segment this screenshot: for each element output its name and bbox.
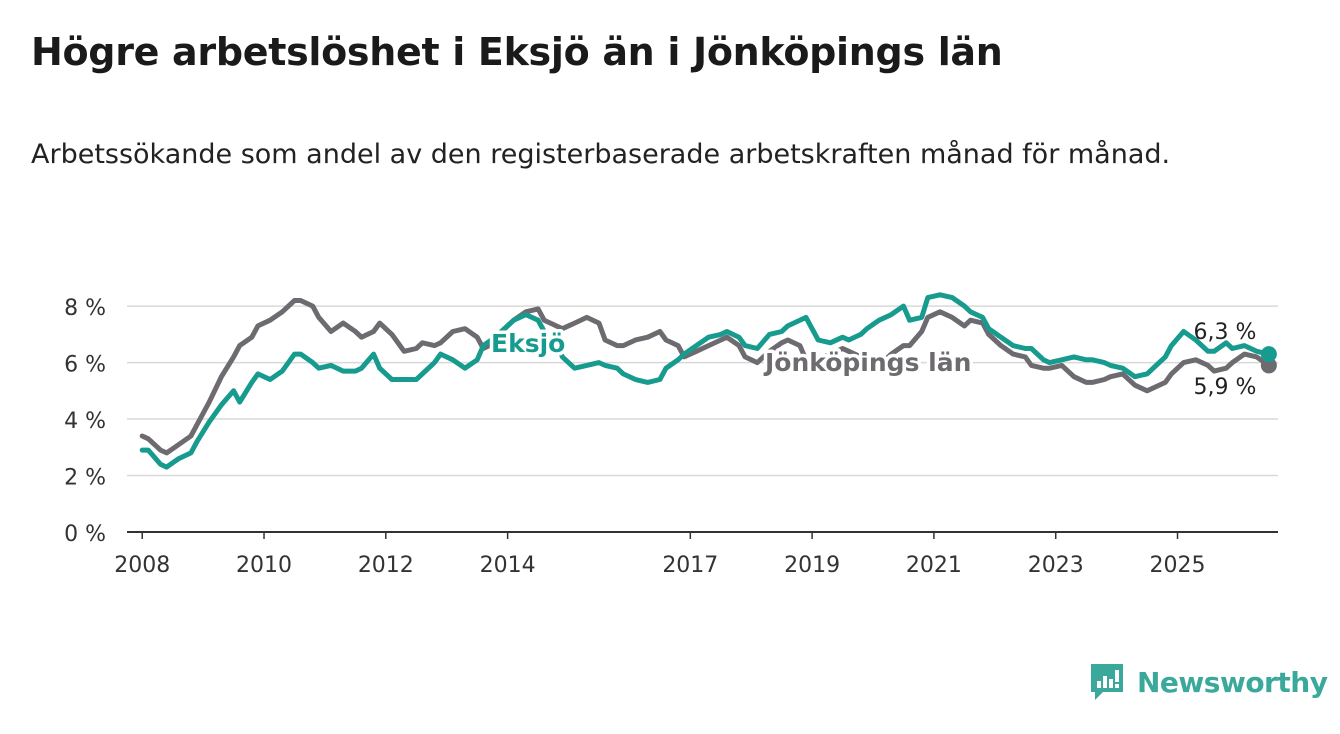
x-tick-label: 2017 <box>662 553 718 578</box>
y-tick-label: 8 % <box>64 296 106 321</box>
x-tick-label: 2008 <box>114 553 170 578</box>
x-tick-label: 2021 <box>906 553 962 578</box>
newsworthy-logo: Newsworthy <box>1089 660 1328 704</box>
gridlines <box>127 305 1278 533</box>
x-axis-ticks: 2008 2010 2012 2014 2017 2019 2021 2023 2025 <box>114 532 1206 578</box>
chart-title: Högre arbetslöshet i Eksjö än i Jönköpin… <box>31 30 1003 74</box>
x-tick-label: 2010 <box>236 553 292 578</box>
x-tick-label: 2025 <box>1150 553 1206 578</box>
y-tick-label: 4 % <box>64 409 106 434</box>
series-line-eksjö <box>139 292 1272 470</box>
x-tick-label: 2012 <box>358 553 414 578</box>
y-axis-ticks: 0 % 2 % 4 % 6 % 8 % <box>64 296 106 547</box>
y-tick-label: 0 % <box>64 522 106 547</box>
y-tick-label: 6 % <box>64 353 106 378</box>
x-tick-label: 2014 <box>480 553 536 578</box>
series-label-eksjo: Eksjö <box>491 329 565 358</box>
line-chart: 0 % 2 % 4 % 6 % 8 % 2008 2010 2012 2014 2017 2019… <box>64 292 1278 578</box>
series-label-jonkoping: Jönköpings län <box>763 348 971 377</box>
x-tick-label: 2019 <box>784 553 840 578</box>
series-line-jönköpings-län <box>139 298 1272 456</box>
end-marker-jonkoping <box>1260 357 1277 374</box>
end-value-label-eksjo: 6,3 % <box>1194 320 1257 345</box>
x-tick-label: 2023 <box>1028 553 1084 578</box>
end-marker-eksjo <box>1260 346 1277 363</box>
brand-name: Newsworthy <box>1137 665 1328 699</box>
chart-subtitle: Arbetssökande som andel av den registerb… <box>31 139 1171 170</box>
bar-chart-logo-icon <box>1091 664 1123 700</box>
y-tick-label: 2 % <box>64 466 106 491</box>
series-lines <box>139 292 1277 470</box>
series-labels: 6,3 % 5,9 % Eksjö Jönköpings län <box>488 320 1257 400</box>
end-value-label-jonkoping: 5,9 % <box>1194 375 1257 400</box>
